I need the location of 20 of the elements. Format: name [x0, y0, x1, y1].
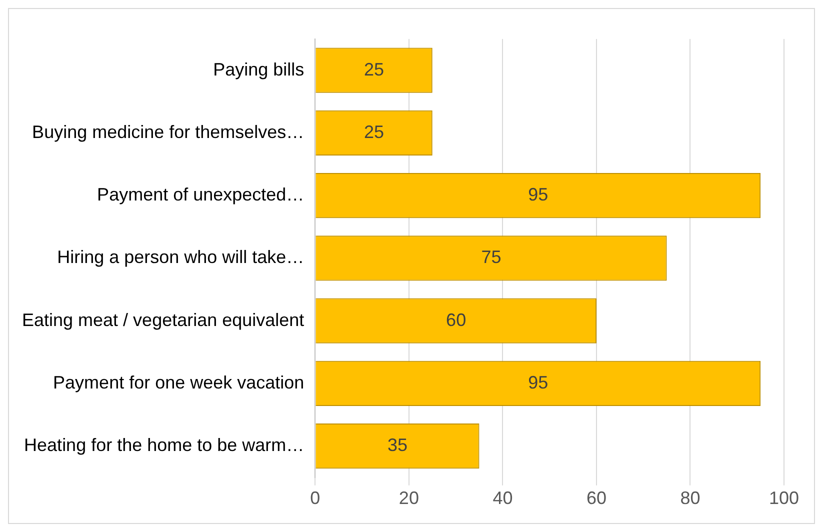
y-tick-label: Heating for the home to be warm…: [24, 435, 304, 456]
data-label: 25: [364, 59, 384, 80]
data-label: 25: [364, 122, 384, 142]
y-tick-label: Eating meat / vegetarian equivalent: [22, 310, 304, 330]
x-tick-label: 60: [586, 488, 606, 508]
y-tick-label: Paying bills: [213, 59, 304, 80]
data-label: 95: [528, 184, 548, 205]
x-tick-label: 80: [680, 488, 700, 508]
data-label: 95: [528, 372, 548, 392]
x-tick-label: 20: [398, 488, 419, 508]
data-label: 35: [387, 435, 408, 456]
x-tick-label: 40: [492, 488, 513, 508]
y-tick-label: Buying medicine for themselves…: [32, 122, 304, 142]
y-tick-label: Payment of unexpected…: [97, 184, 304, 205]
x-tick-label: 100: [768, 488, 800, 508]
data-label: 60: [446, 310, 466, 330]
y-tick-label: Hiring a person who will take…: [57, 247, 304, 268]
data-label: 75: [481, 247, 502, 268]
x-tick-label: 0: [310, 488, 320, 508]
y-tick-label: Payment for one week vacation: [53, 372, 304, 392]
